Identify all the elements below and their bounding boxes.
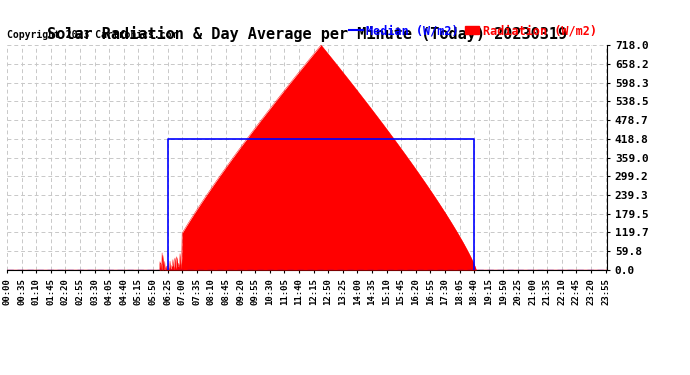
Title: Solar Radiation & Day Average per Minute (Today) 20230319: Solar Radiation & Day Average per Minute… [47,27,567,42]
Text: Copyright 2023 Cartronics.com: Copyright 2023 Cartronics.com [7,30,177,40]
Legend: Median (W/m2), Radiation (W/m2): Median (W/m2), Radiation (W/m2) [344,20,601,42]
